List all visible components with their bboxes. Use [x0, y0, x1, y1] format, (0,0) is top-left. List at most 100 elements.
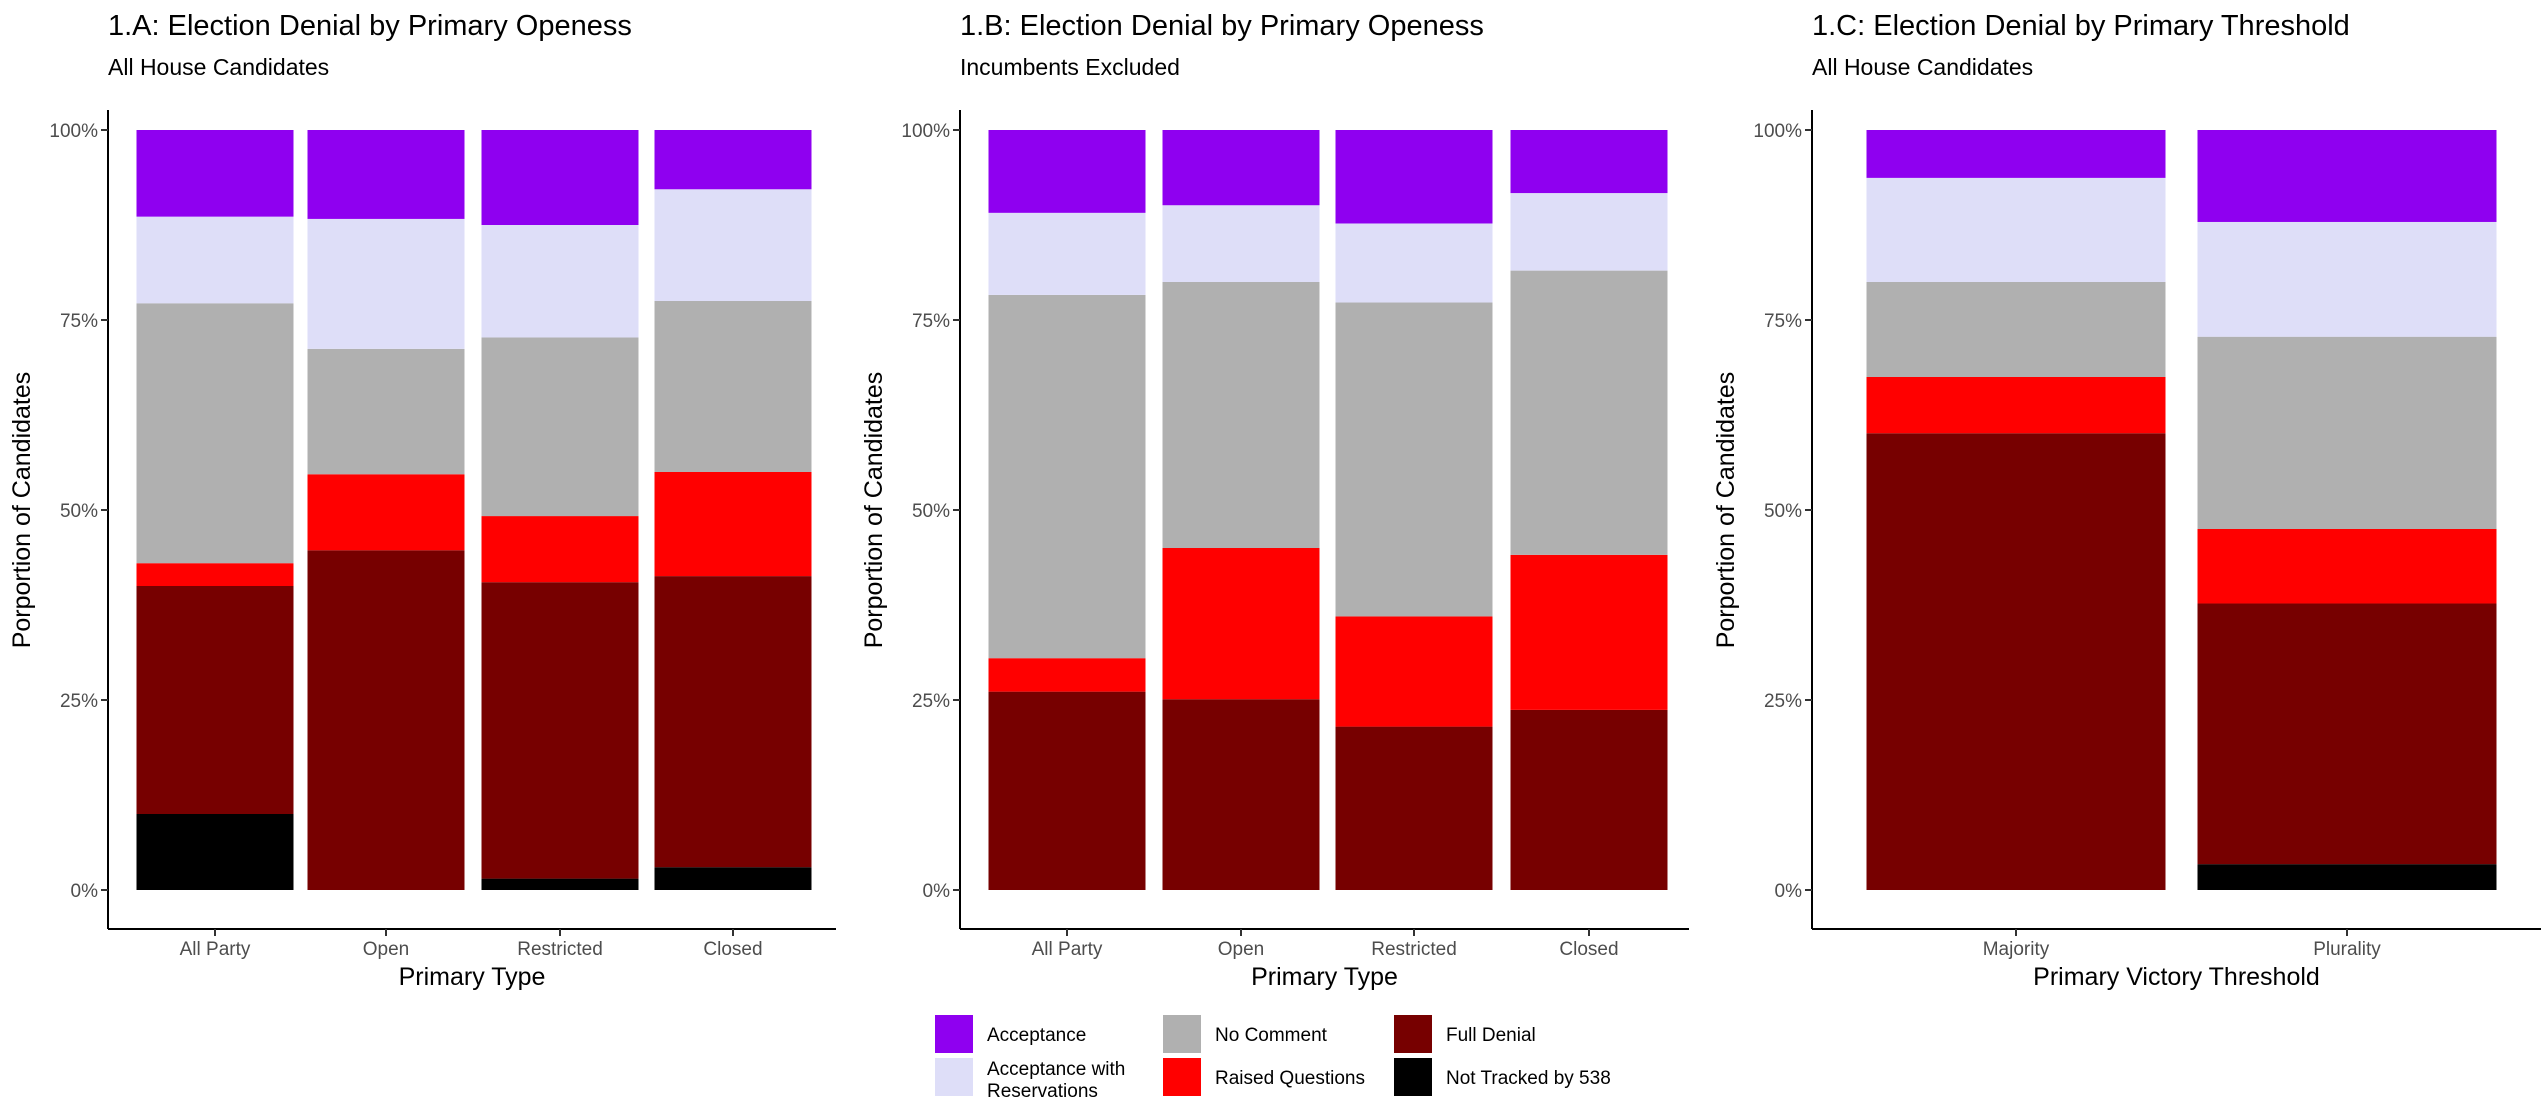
bar-segment-raised-questions-majority	[1866, 377, 2166, 434]
y-tick-label: 100%	[49, 121, 98, 142]
x-axis-label: Primary Type	[1251, 963, 1398, 991]
bar-segment-no-comment-restricted	[1335, 302, 1493, 617]
x-tick-label-open: Open	[1218, 939, 1264, 960]
legend-label: Acceptance	[987, 1025, 1086, 1046]
bar-segment-acceptance-with-reservations-open	[307, 218, 465, 349]
y-tick-label: 50%	[60, 501, 98, 522]
bar-segment-acceptance-majority	[1866, 130, 2166, 178]
bar-segment-acceptance-with-reservations-open	[1162, 205, 1320, 282]
y-tick-label: 75%	[1764, 311, 1802, 332]
bar-segment-acceptance-with-reservations-plurality	[2197, 221, 2497, 337]
legend-swatch	[1163, 1058, 1201, 1096]
y-tick-label: 100%	[1753, 121, 1802, 142]
bar-segment-raised-questions-all-party	[136, 563, 294, 586]
bar-segment-not-tracked-by-538-closed	[654, 867, 812, 890]
bar-segment-raised-questions-restricted	[481, 516, 639, 583]
y-tick-label: 25%	[60, 691, 98, 712]
y-tick-label: 25%	[912, 691, 950, 712]
legend-item-acceptance: Acceptance	[935, 1015, 1086, 1053]
y-axis-label: Porportion of Candidates	[860, 372, 888, 649]
x-axis-label: Primary Type	[399, 963, 546, 991]
bar-segment-no-comment-majority	[1866, 282, 2166, 377]
y-tick-label: 0%	[923, 881, 951, 902]
bar-segment-acceptance-all-party	[136, 130, 294, 217]
y-tick-label: 0%	[1775, 881, 1803, 902]
bar-segment-not-tracked-by-538-restricted	[481, 878, 639, 890]
bar-segment-full-denial-closed	[654, 576, 812, 868]
bar-segment-acceptance-restricted	[1335, 130, 1493, 224]
bar-segment-full-denial-plurality	[2197, 603, 2497, 865]
legend-label-line: Acceptance with	[987, 1059, 1125, 1080]
bar-segment-no-comment-plurality	[2197, 336, 2497, 529]
legend-swatch	[935, 1058, 973, 1096]
chart-panel-2: 1.B: Election Denial by Primary Openess I…	[860, 10, 1689, 991]
y-axis-label: Porportion of Candidates	[8, 372, 36, 649]
x-tick-label-closed: Closed	[703, 939, 762, 960]
bar-segment-raised-questions-plurality	[2197, 529, 2497, 604]
legend-label: Full Denial	[1446, 1025, 1536, 1046]
chart-subtitle: Incumbents Excluded	[960, 54, 1180, 80]
chart-title: 1.C: Election Denial by Primary Threshol…	[1812, 10, 2350, 42]
legend-swatch	[1163, 1015, 1201, 1053]
bar-segment-acceptance-closed	[1510, 130, 1668, 194]
bar-segment-acceptance-with-reservations-all-party	[136, 216, 294, 304]
legend-item-acceptance-with-reservations: Acceptance with Reservations	[935, 1058, 1125, 1102]
bar-segment-full-denial-closed	[1510, 709, 1668, 890]
bar-segment-no-comment-restricted	[481, 337, 639, 517]
bar-segment-full-denial-open	[1162, 699, 1320, 890]
x-tick-label-restricted: Restricted	[1371, 939, 1457, 960]
x-tick-label-restricted: Restricted	[517, 939, 603, 960]
bar-segment-full-denial-all-party	[136, 586, 294, 814]
bar-segment-no-comment-all-party	[136, 303, 294, 564]
x-tick-label-all-party: All Party	[180, 939, 251, 960]
bar-segment-acceptance-open	[1162, 130, 1320, 206]
bar-segment-raised-questions-closed	[654, 472, 812, 577]
x-tick-label-open: Open	[363, 939, 409, 960]
bar-segment-acceptance-restricted	[481, 130, 639, 225]
bar-segment-no-comment-closed	[654, 301, 812, 472]
bar-segment-raised-questions-restricted	[1335, 616, 1493, 727]
bar-segment-raised-questions-open	[1162, 548, 1320, 700]
legend-item-raised-questions: Raised Questions	[1163, 1058, 1365, 1096]
bar-segment-acceptance-plurality	[2197, 130, 2497, 222]
x-tick-label-majority: Majority	[1983, 939, 2050, 960]
y-tick-label: 25%	[1764, 691, 1802, 712]
legend-item-full-denial: Full Denial	[1394, 1015, 1536, 1053]
chart-title: 1.A: Election Denial by Primary Openess	[108, 10, 632, 42]
legend-item-no-comment: No Comment	[1163, 1015, 1328, 1053]
legend-swatch	[935, 1015, 973, 1053]
bar-segment-raised-questions-closed	[1510, 554, 1668, 710]
legend-label: Raised Questions	[1215, 1068, 1365, 1089]
bar-segment-raised-questions-all-party	[988, 658, 1146, 692]
legend: Acceptance Acceptance with Reservations No …	[935, 1015, 1611, 1102]
bar-segment-acceptance-with-reservations-all-party	[988, 212, 1146, 295]
bar-segment-no-comment-closed	[1510, 270, 1668, 555]
bar-segment-full-denial-restricted	[481, 582, 639, 879]
bar-segment-raised-questions-open	[307, 474, 465, 551]
y-tick-label: 75%	[912, 311, 950, 332]
bar-segment-full-denial-restricted	[1335, 726, 1493, 890]
y-tick-label: 75%	[60, 311, 98, 332]
bar-segment-acceptance-with-reservations-restricted	[481, 225, 639, 338]
chart-title: 1.B: Election Denial by Primary Openess	[960, 10, 1484, 42]
bar-segment-acceptance-closed	[654, 130, 812, 190]
bar-segment-full-denial-open	[307, 550, 465, 890]
legend-label: Not Tracked by 538	[1446, 1068, 1611, 1089]
bar-segment-no-comment-open	[1162, 282, 1320, 548]
bar-segment-no-comment-all-party	[988, 294, 1146, 659]
legend-label-line: Reservations	[987, 1081, 1098, 1102]
legend-label: No Comment	[1215, 1025, 1328, 1046]
x-tick-label-closed: Closed	[1559, 939, 1618, 960]
legend-swatch	[1394, 1015, 1432, 1053]
chart-subtitle: All House Candidates	[1812, 54, 2033, 80]
y-tick-label: 0%	[71, 881, 99, 902]
bar-segment-acceptance-with-reservations-restricted	[1335, 223, 1493, 303]
bar-segment-acceptance-with-reservations-closed	[1510, 193, 1668, 271]
x-tick-label-all-party: All Party	[1032, 939, 1103, 960]
bar-segment-no-comment-open	[307, 348, 465, 475]
x-axis-label: Primary Victory Threshold	[2033, 963, 2320, 991]
x-tick-label-plurality: Plurality	[2313, 939, 2381, 960]
y-tick-label: 50%	[912, 501, 950, 522]
y-tick-label: 100%	[901, 121, 950, 142]
